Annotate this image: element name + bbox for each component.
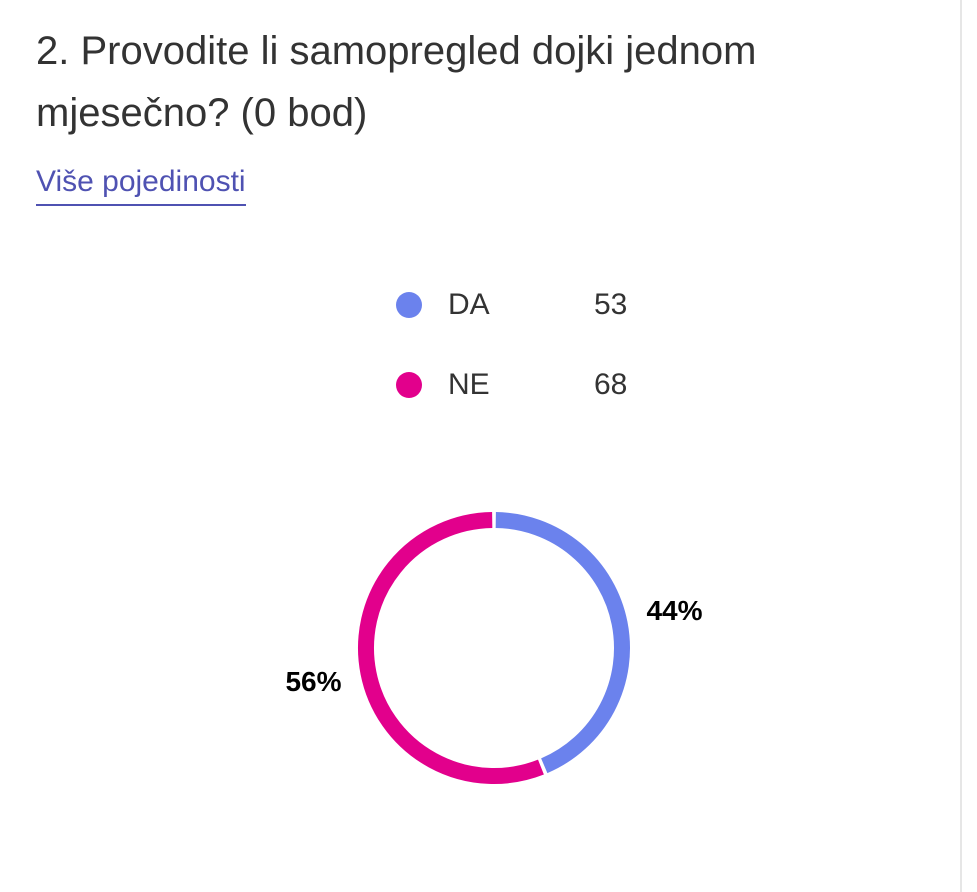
- donut-slice-ne[interactable]: [358, 512, 544, 784]
- legend-count: 53: [594, 288, 628, 321]
- percent-label-ne: 56%: [285, 666, 341, 697]
- legend-label: DA: [448, 288, 490, 321]
- legend-item-ne: NE 68: [396, 364, 656, 444]
- chart-legend: DA 53 NE 68: [396, 284, 656, 444]
- donut-slice-da[interactable]: [495, 512, 630, 774]
- legend-dot-icon: [396, 292, 422, 318]
- more-details-link[interactable]: Više pojedinosti: [36, 160, 246, 206]
- legend-item-da: DA 53: [396, 284, 656, 364]
- percent-label-da: 44%: [646, 595, 702, 626]
- question-title: 2. Provodite li samopregled dojki jednom…: [36, 29, 757, 135]
- donut-chart: 44% 56%: [285, 512, 703, 784]
- legend-count: 68: [594, 368, 628, 401]
- legend-label: NE: [448, 368, 490, 401]
- legend-dot-icon: [396, 372, 422, 398]
